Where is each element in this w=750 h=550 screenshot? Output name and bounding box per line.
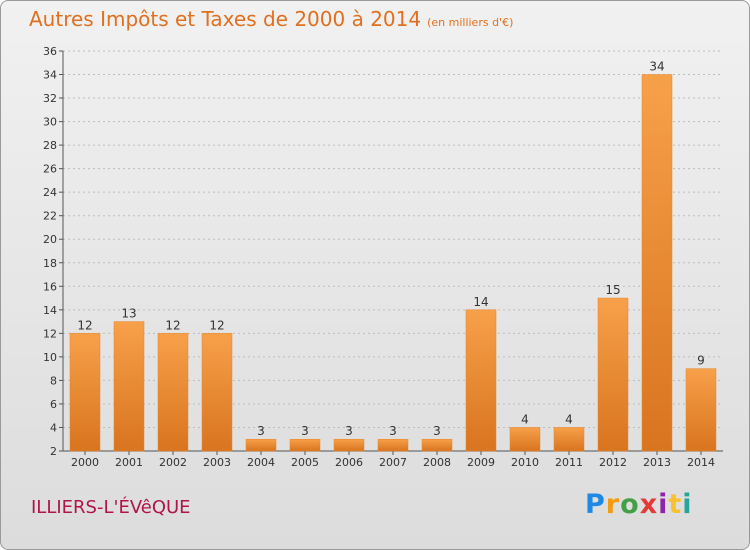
data-label: 13: [121, 307, 136, 321]
bar: [465, 309, 497, 452]
commune-name: ILLIERS-L'ÉVêQUE: [31, 497, 191, 518]
bar: [421, 438, 453, 452]
data-label: 12: [209, 318, 224, 332]
data-label: 4: [565, 412, 573, 426]
y-tick-label: 36: [43, 45, 57, 58]
logo-letter: P: [585, 489, 606, 520]
x-tick-label: 2014: [687, 456, 715, 469]
x-tick-label: 2013: [643, 456, 671, 469]
x-tick-label: 2000: [71, 456, 99, 469]
x-tick-label: 2003: [203, 456, 231, 469]
data-label: 3: [345, 424, 353, 438]
y-tick-label: 12: [43, 327, 57, 340]
y-tick-label: 20: [43, 233, 57, 246]
y-tick-label: 8: [50, 374, 57, 387]
data-label: 34: [649, 60, 664, 74]
bar: [333, 438, 365, 452]
y-tick-label: 4: [50, 421, 57, 434]
bar: [157, 333, 189, 452]
bar: [69, 333, 101, 452]
bar: [685, 368, 717, 452]
bar: [113, 321, 145, 452]
proxiti-logo[interactable]: Proxiti: [585, 489, 693, 520]
y-tick-label: 18: [43, 257, 57, 270]
x-tick-labels: 2000 2001 2002 2003 2004 2005 2006 2007 2008 2009…: [71, 456, 715, 469]
y-tick-label: 22: [43, 210, 57, 223]
data-label: 14: [473, 295, 488, 309]
x-tick-label: 2004: [247, 456, 275, 469]
bar: [245, 438, 277, 452]
y-tick-label: 24: [43, 186, 57, 199]
bar: [289, 438, 321, 452]
bar: [377, 438, 409, 452]
chart-title-text: Autres Impôts et Taxes de 2000 à 2014: [29, 7, 422, 31]
logo-letter: r: [605, 489, 621, 520]
x-tick-label: 2012: [599, 456, 627, 469]
y-tick-label: 26: [43, 163, 57, 176]
data-label: 3: [433, 424, 441, 438]
logo-letter: o: [620, 489, 640, 520]
data-label: 4: [521, 412, 529, 426]
x-tick-label: 2007: [379, 456, 407, 469]
data-label: 12: [165, 318, 180, 332]
data-label: 12: [77, 318, 92, 332]
y-tick-label: 16: [43, 280, 57, 293]
x-tick-label: 2009: [467, 456, 495, 469]
y-tick-label: 10: [43, 351, 57, 364]
x-tick-label: 2001: [115, 456, 143, 469]
x-tick-label: 2008: [423, 456, 451, 469]
data-label: 3: [257, 424, 265, 438]
x-tick-label: 2011: [555, 456, 583, 469]
y-tick-label: 6: [50, 398, 57, 411]
x-tick-label: 2010: [511, 456, 539, 469]
y-tick-label: 2: [50, 445, 57, 458]
logo-letter: i: [682, 489, 693, 520]
x-tick-label: 2006: [335, 456, 363, 469]
logo-letter: i: [658, 489, 669, 520]
x-tick-label: 2005: [291, 456, 319, 469]
bar: [597, 297, 629, 452]
data-label: 3: [301, 424, 309, 438]
y-tick-label: 30: [43, 116, 57, 129]
data-label: 9: [697, 354, 705, 368]
data-label: 15: [605, 283, 620, 297]
bars: [69, 74, 717, 452]
logo-letter: x: [639, 489, 659, 520]
y-tick-label: 32: [43, 92, 57, 105]
y-tick-label: 14: [43, 304, 57, 317]
bar: [509, 427, 541, 452]
bar: [553, 427, 585, 452]
chart-title: Autres Impôts et Taxes de 2000 à 2014 (en…: [29, 7, 513, 31]
logo-letter: t: [668, 489, 683, 520]
data-label: 3: [389, 424, 397, 438]
data-labels: 12 13 12 12 3 3 3 3 3 14 4 4 15 34 9: [77, 60, 704, 439]
y-tick-label: 34: [43, 69, 57, 82]
bar: [201, 333, 233, 452]
bar: [641, 74, 673, 452]
x-tick-label: 2002: [159, 456, 187, 469]
y-tick-label: 28: [43, 139, 57, 152]
chart-subtitle: (en milliers d'€): [427, 16, 514, 29]
